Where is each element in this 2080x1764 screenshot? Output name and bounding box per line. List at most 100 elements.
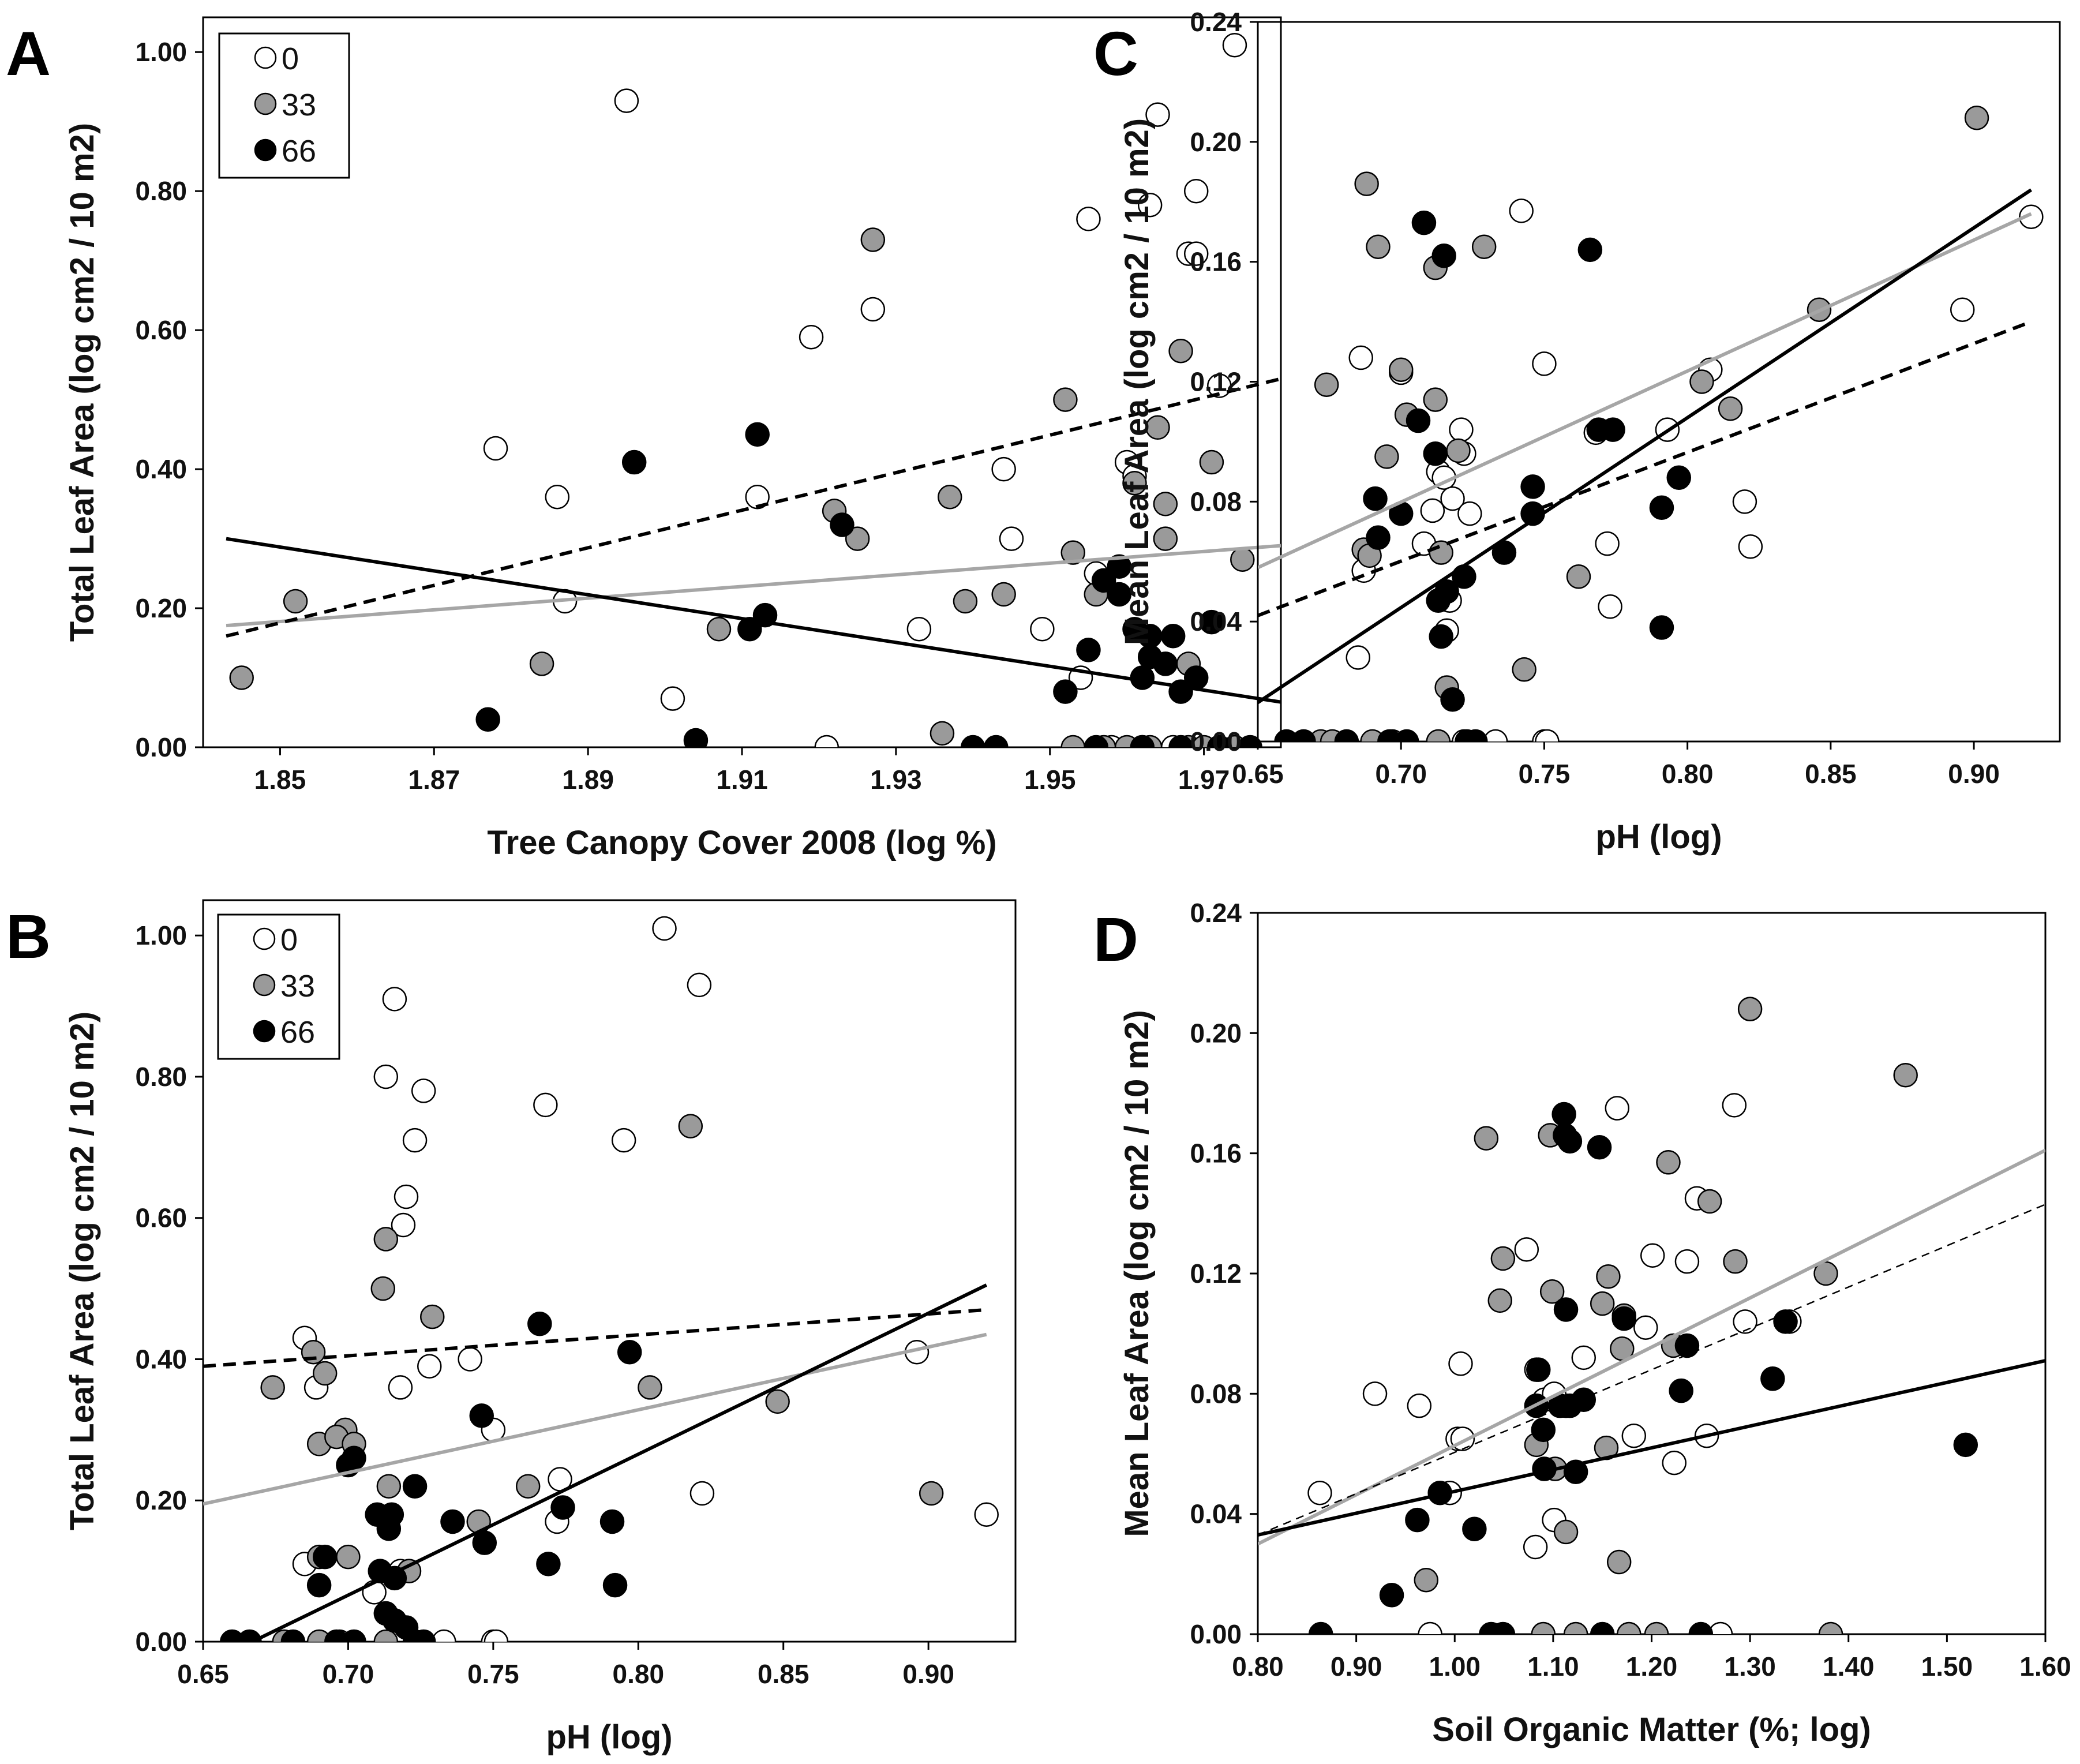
point-series-66 (1429, 624, 1453, 649)
legend-box (218, 32, 350, 179)
point-series-33 (1060, 735, 1085, 747)
x-tick-label: 1.30 (1724, 1651, 1776, 1681)
x-tick-label: 1.87 (408, 765, 460, 795)
y-tick-label: 1.00 (135, 37, 187, 67)
plot-frame (202, 899, 1017, 1643)
point-series-66 (1649, 495, 1674, 520)
point-series-33 (1423, 387, 1448, 412)
point-series-0 (1420, 498, 1445, 523)
point-series-0 (1509, 199, 1534, 223)
point-series-66 (1666, 465, 1691, 490)
x-tick-label: 0.70 (323, 1659, 374, 1689)
point-series-33 (860, 227, 886, 252)
point-series-66 (527, 1312, 552, 1336)
point-series-66 (1601, 417, 1625, 442)
point-series-33 (1474, 1126, 1499, 1151)
x-tick-label: 0.70 (1375, 759, 1427, 789)
point-series-66 (306, 1572, 332, 1598)
point-series-33 (1737, 997, 1763, 1021)
point-series-33 (1168, 339, 1193, 364)
x-tick-label: 0.75 (467, 1659, 519, 1689)
point-series-33 (370, 1276, 396, 1301)
x-tick-label: 0.65 (1232, 759, 1284, 789)
point-series-66 (1577, 237, 1603, 263)
point-series-66 (1084, 735, 1109, 747)
fit-line-series-33 (1258, 1148, 2045, 1546)
x-tick-label: 1.95 (1024, 765, 1076, 795)
point-series-33 (1426, 729, 1451, 741)
point-series-0 (1448, 1351, 1473, 1376)
point-series-0 (1722, 1093, 1747, 1118)
point-series-0 (974, 1502, 999, 1527)
point-series-66 (475, 707, 500, 732)
point-series-66 (1363, 486, 1388, 511)
point-series-66 (1688, 1621, 1714, 1634)
legend-marker-33 (253, 973, 276, 997)
point-series-66 (280, 1629, 306, 1642)
point-series-33 (1818, 1621, 1843, 1634)
point-series-33 (638, 1375, 662, 1400)
point-series-0 (991, 456, 1016, 482)
point-series-0 (458, 1347, 482, 1372)
point-series-33 (1512, 657, 1536, 682)
point-series-66 (1611, 1306, 1636, 1331)
point-series-66 (411, 1629, 436, 1642)
point-series-66 (469, 1403, 494, 1428)
x-axis-title: pH (log) (546, 1718, 672, 1756)
point-series-33 (765, 1389, 790, 1414)
y-tick-label: 0.08 (1190, 1379, 1242, 1409)
x-tick-label: 0.85 (1805, 759, 1857, 789)
point-series-0 (1346, 645, 1370, 670)
point-series-0 (1640, 1243, 1665, 1268)
point-series-33 (515, 1474, 541, 1499)
x-tick-label: 0.75 (1519, 759, 1571, 789)
point-series-33 (953, 589, 978, 614)
point-series-33 (1060, 540, 1085, 565)
x-tick-label: 0.80 (1232, 1651, 1284, 1681)
y-tick-label: 0.80 (135, 1062, 187, 1092)
point-series-0 (1076, 207, 1101, 231)
point-series-33 (1644, 1621, 1669, 1634)
point-series-0 (388, 1375, 413, 1400)
point-series-33 (1153, 526, 1178, 551)
point-series-0 (614, 88, 639, 113)
point-series-0 (373, 1064, 399, 1089)
point-series-66 (1406, 408, 1431, 433)
y-axis-title: Mean Leaf Area (log cm2 / 10 m2) (1118, 118, 1156, 645)
y-axis-title: Total Leaf Area (log cm2 / 10 m2) (63, 123, 101, 642)
point-series-0 (1621, 1424, 1647, 1448)
point-series-0 (1674, 1249, 1700, 1274)
point-series-33 (1487, 1288, 1512, 1313)
y-tick-label: 0.00 (1190, 726, 1242, 756)
y-tick-label: 0.12 (1190, 1259, 1242, 1289)
point-series-33 (1230, 547, 1255, 572)
panel-d: D 0.80 0.90 1.00 1.10 1.20 1.30 1.40 1.50 1.60 0.0… (1093, 898, 2071, 1748)
point-series-66 (737, 616, 762, 642)
point-series-33 (1723, 1249, 1748, 1274)
point-series-0 (1307, 1480, 1332, 1505)
point-series-0 (687, 972, 712, 998)
x-tick-label: 0.90 (902, 1659, 954, 1689)
point-series-33 (938, 485, 962, 510)
point-series-33 (312, 1361, 338, 1386)
point-series-0 (652, 916, 677, 941)
point-series-33 (1563, 1621, 1588, 1634)
point-series-66 (1168, 735, 1193, 747)
y-tick-label: 0.16 (1190, 1138, 1242, 1168)
panel-letter: C (1093, 18, 1138, 88)
fit-line-series-33 (226, 544, 1281, 628)
point-series-0 (1571, 1345, 1596, 1370)
point-series-66 (1107, 582, 1132, 607)
point-series-33 (1617, 1621, 1641, 1634)
y-tick-label: 0.20 (1190, 1018, 1242, 1048)
point-series-0 (1440, 486, 1465, 511)
point-series-66 (1587, 1135, 1612, 1160)
point-series-66 (376, 1516, 402, 1541)
point-series-0 (382, 987, 407, 1012)
point-series-66 (440, 1509, 465, 1534)
legend: 0 33 66 (217, 913, 340, 1060)
point-series-0 (1418, 1621, 1442, 1634)
point-series-66 (1431, 244, 1456, 268)
point-series-0 (391, 1212, 416, 1238)
